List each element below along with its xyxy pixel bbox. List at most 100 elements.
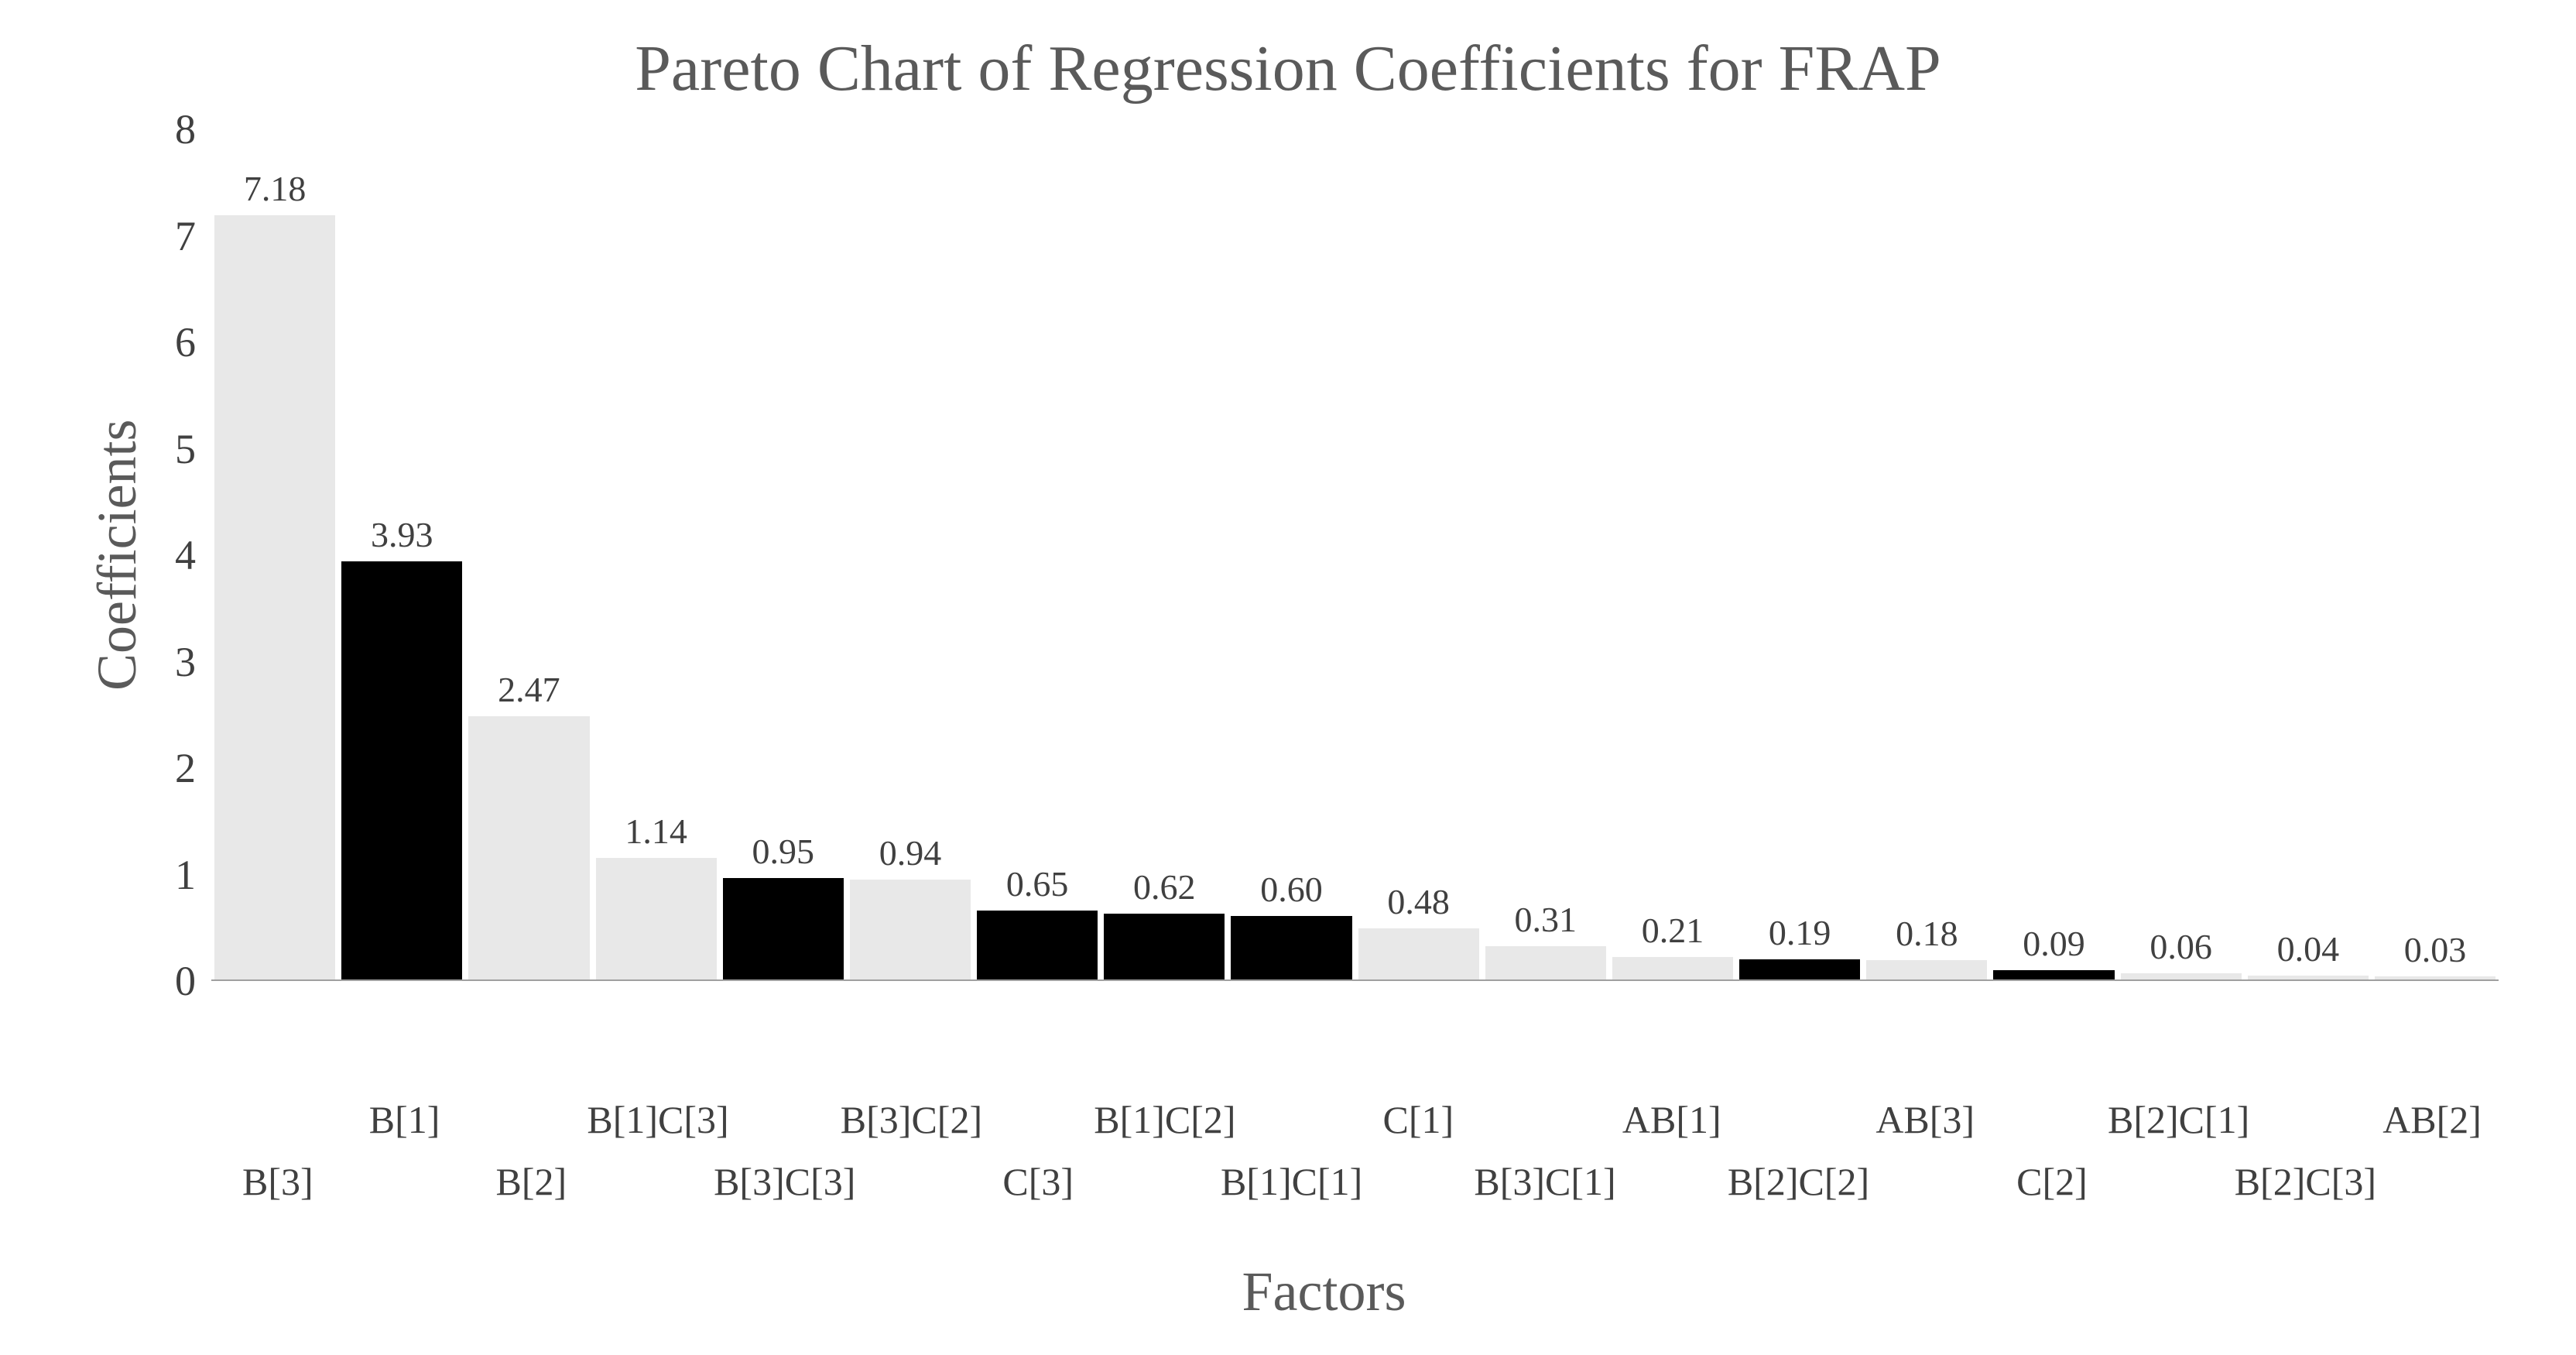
bar-wrapper: 0.19 — [1739, 129, 1860, 979]
y-tick: 2 — [175, 744, 196, 792]
x-tick-label: B[3] — [242, 1159, 313, 1204]
bar-value-label: 0.03 — [2404, 929, 2467, 970]
bars-area: 7.18 3.93 2.47 1.14 0.95 0.94 0.65 0.62 0.60 0.48… — [211, 129, 2499, 981]
x-label-wrapper: AB[2] — [2369, 1074, 2496, 1229]
x-label-wrapper: C[3] — [975, 1074, 1101, 1229]
bar-wrapper: 3.93 — [341, 129, 462, 979]
bar-value-label: 0.62 — [1133, 866, 1196, 907]
bar — [1485, 946, 1606, 979]
y-tick: 1 — [175, 851, 196, 899]
bar-value-label: 0.94 — [879, 832, 942, 873]
bar — [468, 716, 589, 979]
bar — [1993, 970, 2114, 979]
x-tick-label: B[1] — [369, 1097, 440, 1142]
y-tick: 7 — [175, 212, 196, 260]
x-label-wrapper: B[1]C[1] — [1228, 1074, 1355, 1229]
bar — [214, 215, 335, 979]
x-label-wrapper: B[3]C[2] — [848, 1074, 975, 1229]
y-tick: 8 — [175, 105, 196, 153]
x-label-wrapper: B[3]C[3] — [721, 1074, 848, 1229]
x-axis-labels: B[3]B[1]B[2]B[1]C[3]B[3]C[3]B[3]C[2]C[3]… — [211, 1074, 2499, 1229]
x-label-wrapper: B[3] — [214, 1074, 341, 1229]
y-tick: 6 — [175, 318, 196, 366]
bar-wrapper: 0.18 — [1866, 129, 1987, 979]
plot-wrapper: 012345678 7.183.932.471.140.950.940.650.… — [149, 129, 2499, 1324]
bar-value-label: 0.09 — [2023, 923, 2085, 964]
bar-wrapper: 0.04 — [2248, 129, 2369, 979]
x-tick-label: B[2]C[1] — [2108, 1097, 2249, 1142]
x-tick-label: B[3]C[3] — [714, 1159, 855, 1204]
bar-value-label: 2.47 — [498, 669, 560, 710]
x-tick-label: B[1]C[2] — [1094, 1097, 1235, 1142]
bar-value-label: 0.48 — [1387, 881, 1450, 922]
y-axis-ticks: 012345678 — [149, 129, 211, 981]
x-label-wrapper: B[1] — [341, 1074, 468, 1229]
bar — [1866, 960, 1987, 979]
x-label-wrapper: B[2]C[2] — [1735, 1074, 1862, 1229]
x-tick-label: B[1]C[3] — [587, 1097, 728, 1142]
x-label-wrapper: B[1]C[2] — [1101, 1074, 1228, 1229]
x-label-wrapper: B[3]C[1] — [1482, 1074, 1608, 1229]
bar-wrapper: 0.95 — [723, 129, 844, 979]
x-tick-label: B[3]C[2] — [841, 1097, 982, 1142]
bar — [596, 858, 717, 979]
bar-value-label: 0.18 — [1896, 913, 1958, 954]
bar — [1231, 916, 1351, 980]
x-tick-label: AB[3] — [1875, 1097, 1975, 1142]
bar-wrapper: 0.31 — [1485, 129, 1606, 979]
bar — [850, 880, 971, 979]
bar-wrapper: 7.18 — [214, 129, 335, 979]
bar — [2121, 973, 2242, 979]
x-label-wrapper: C[1] — [1355, 1074, 1482, 1229]
x-tick-label: B[2] — [495, 1159, 567, 1204]
y-tick: 3 — [175, 638, 196, 686]
x-label-wrapper: B[2] — [468, 1074, 594, 1229]
bar — [723, 878, 844, 979]
x-label-wrapper: AB[3] — [1862, 1074, 1989, 1229]
chart-body: Coefficients 012345678 7.183.932.471.140… — [77, 129, 2499, 1324]
bar — [2248, 976, 2369, 980]
bar-wrapper: 2.47 — [468, 129, 589, 979]
bar-value-label: 0.06 — [2150, 926, 2212, 967]
bar-wrapper: 0.94 — [850, 129, 971, 979]
bar-value-label: 0.19 — [1769, 912, 1831, 953]
plot-area: 012345678 7.183.932.471.140.950.940.650.… — [149, 129, 2499, 1074]
x-tick-label: C[1] — [1383, 1097, 1454, 1142]
x-tick-label: C[2] — [2016, 1159, 2088, 1204]
x-tick-label: C[3] — [1002, 1159, 1074, 1204]
bar — [341, 561, 462, 979]
bar-value-label: 0.60 — [1260, 869, 1323, 910]
bar-value-label: 3.93 — [371, 514, 433, 555]
x-tick-label: AB[1] — [1622, 1097, 1721, 1142]
x-tick-label: AB[2] — [2382, 1097, 2482, 1142]
bar — [977, 911, 1098, 979]
x-tick-label: B[2]C[2] — [1728, 1159, 1869, 1204]
bar-wrapper: 0.65 — [977, 129, 1098, 979]
bar — [1104, 914, 1225, 979]
bar-value-label: 0.95 — [752, 831, 815, 872]
x-axis-label: Factors — [149, 1260, 2499, 1324]
y-axis-label: Coefficients — [77, 129, 149, 981]
bar-wrapper: 0.09 — [1993, 129, 2114, 979]
bar-value-label: 0.04 — [2277, 928, 2340, 969]
bar-value-label: 7.18 — [244, 168, 307, 209]
bar — [1612, 957, 1733, 979]
bar-value-label: 1.14 — [625, 811, 687, 852]
y-tick: 5 — [175, 425, 196, 473]
x-label-wrapper: B[1]C[3] — [594, 1074, 721, 1229]
y-tick: 4 — [175, 531, 196, 579]
x-label-wrapper: AB[1] — [1608, 1074, 1735, 1229]
x-label-wrapper: C[2] — [1989, 1074, 2115, 1229]
x-label-wrapper: B[2]C[3] — [2242, 1074, 2369, 1229]
pareto-chart: Pareto Chart of Regression Coefficients … — [77, 31, 2499, 1324]
bar-wrapper: 0.60 — [1231, 129, 1351, 979]
bar-value-label: 0.65 — [1006, 863, 1069, 904]
bar-wrapper: 0.48 — [1358, 129, 1479, 979]
bar — [1739, 959, 1860, 979]
bar-wrapper: 0.21 — [1612, 129, 1733, 979]
bar-wrapper: 0.62 — [1104, 129, 1225, 979]
bar-value-label: 0.21 — [1642, 910, 1704, 951]
x-tick-label: B[1]C[1] — [1221, 1159, 1362, 1204]
bar-value-label: 0.31 — [1515, 899, 1577, 940]
bar-wrapper: 0.03 — [2375, 129, 2496, 979]
